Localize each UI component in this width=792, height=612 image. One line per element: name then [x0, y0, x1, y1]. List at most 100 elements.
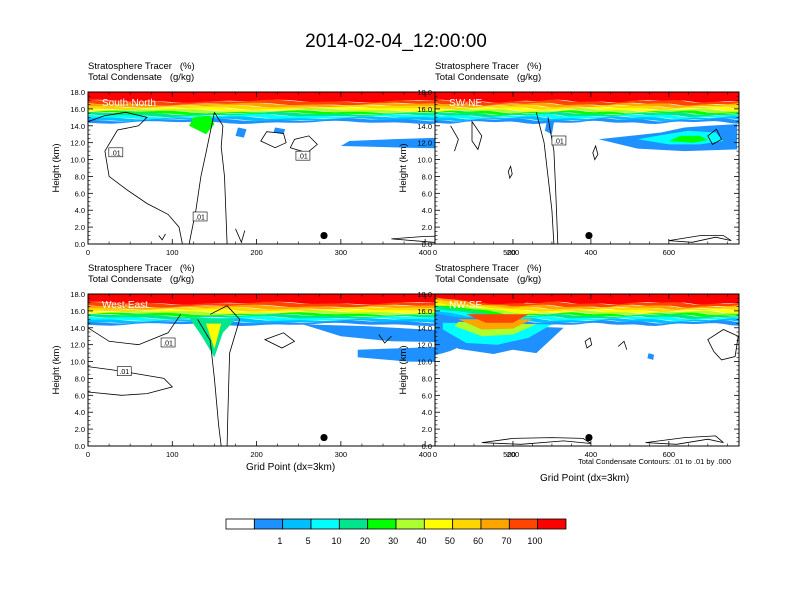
- tracer-band: [88, 308, 560, 314]
- tracer-band: [435, 298, 739, 324]
- contour-label: .01: [554, 138, 564, 145]
- colorbar-swatch: [282, 518, 312, 530]
- x-tick-label: 200: [507, 450, 520, 459]
- x-axis-title-left: Grid Point (dx=3km): [246, 462, 336, 473]
- colorbar-swatch: [367, 518, 397, 530]
- contour-footnote: Total Condensate Contours: .01 to .01 by…: [578, 457, 732, 466]
- condensate-contour: [707, 128, 723, 145]
- contour-label-box: [295, 150, 311, 161]
- colorbar-swatch: [452, 518, 482, 530]
- x-tick-label: 100: [166, 450, 179, 459]
- y-tick-label: 16.0: [417, 307, 432, 316]
- colorbar-label: 30: [388, 536, 398, 546]
- y-tick-label: 10.0: [70, 156, 85, 165]
- y-tick-label: 4.0: [422, 408, 432, 417]
- condensate-contour: [158, 233, 166, 241]
- condensate-contour: [378, 334, 392, 344]
- panel-heading-nw-se: Stratosphere Tracer (%) Total Condensate…: [435, 263, 542, 285]
- y-tick-label: 2.0: [75, 223, 85, 232]
- tracer-intrusion: [235, 127, 247, 138]
- panel-name: NW-SE: [449, 300, 482, 311]
- condensate-contour: [88, 111, 183, 244]
- y-tick-label: 18.0: [417, 88, 432, 97]
- heading-line1: Stratosphere Tracer (%): [88, 61, 195, 72]
- condensate-contour: [592, 144, 599, 161]
- condensate-contour: [617, 340, 628, 350]
- heading-line1: Stratosphere Tracer (%): [435, 61, 542, 72]
- colorbar-label: 100: [527, 536, 542, 546]
- x-tick-label: 400: [585, 450, 598, 459]
- heading-line2: Total Condensate (g/kg): [88, 274, 195, 285]
- y-tick-label: 18.0: [417, 290, 432, 299]
- tracer-intrusion: [466, 314, 529, 323]
- colorbar-swatch: [310, 518, 340, 530]
- condensate-contour: [668, 235, 732, 243]
- colorbar-swatch: [480, 518, 510, 530]
- tracer-band: [435, 108, 739, 114]
- colorbar-swatch: [253, 518, 284, 530]
- panel-name: SW-NE: [449, 98, 482, 109]
- condensate-contour: [645, 435, 724, 445]
- tracer-band: [435, 294, 739, 321]
- heading-line2: Total Condensate (g/kg): [88, 72, 195, 83]
- condensate-contour: [260, 131, 287, 149]
- x-axis-title-right: Grid Point (dx=3km): [540, 473, 630, 484]
- condensate-contour: [450, 125, 459, 152]
- tracer-band: [435, 110, 739, 116]
- tracer-band: [88, 106, 560, 112]
- condensate-contour: [88, 366, 174, 396]
- tracer-band: [435, 102, 739, 108]
- y-tick-label: 0.0: [75, 442, 85, 451]
- y-tick-label: 0.0: [422, 240, 432, 249]
- y-tick-label: 10.0: [70, 358, 85, 367]
- tracer-band: [435, 111, 739, 118]
- plot-area: .01: [435, 92, 739, 244]
- condensate-contour: [88, 314, 182, 346]
- location-marker: [320, 433, 328, 442]
- y-tick-label: 14.0: [417, 122, 432, 131]
- tracer-band: [88, 108, 560, 114]
- condensate-contour: [481, 437, 592, 445]
- x-tick-label: 100: [166, 248, 179, 257]
- colorbar-label: 40: [416, 536, 426, 546]
- x-tick-label: 600: [663, 248, 676, 257]
- x-tick-label: 200: [250, 450, 263, 459]
- y-tick-label: 4.0: [75, 206, 85, 215]
- contour-label-box: [551, 135, 567, 146]
- tracer-intrusion: [189, 115, 215, 135]
- colorbar-label: 10: [331, 536, 341, 546]
- y-tick-label: 6.0: [75, 391, 85, 400]
- contour-label-box: [116, 366, 132, 376]
- y-tick-label: 8.0: [422, 172, 432, 181]
- x-tick-label: 500: [503, 248, 516, 257]
- y-tick-label: 16.0: [70, 105, 85, 114]
- colorbar-swatch: [395, 518, 425, 530]
- location-marker: [585, 231, 593, 240]
- tracer-band: [88, 310, 560, 316]
- x-tick-label: 0: [433, 248, 437, 257]
- y-tick-label: 2.0: [422, 425, 432, 434]
- colorbar-swatch: [537, 518, 567, 530]
- y-tick-label: 2.0: [75, 425, 85, 434]
- tracer-intrusion: [647, 353, 654, 360]
- condensate-contour: [471, 120, 483, 151]
- x-tick-label: 300: [335, 450, 348, 459]
- y-tick-label: 2.0: [422, 223, 432, 232]
- x-tick-label: 200: [250, 248, 263, 257]
- condensate-contour: [507, 165, 513, 180]
- panel-heading-west-east: Stratosphere Tracer (%) Total Condensate…: [88, 263, 195, 285]
- condensate-contour: [584, 337, 593, 349]
- colorbar: 1 5 10 20 30 40 50 60 70 100: [225, 518, 567, 546]
- y-tick-label: 12.0: [417, 341, 432, 350]
- y-axis-title: Height (km): [398, 345, 409, 394]
- y-tick-label: 0.0: [75, 240, 85, 249]
- colorbar-label: 20: [360, 536, 370, 546]
- panel-sw-ne: .01 SW-NE 0.0 2.0 4.0 6.0 8.0 10.0 12.0 14.0 16.0 1…: [398, 88, 740, 257]
- y-tick-label: 6.0: [75, 189, 85, 198]
- heading-line2: Total Condensate (g/kg): [435, 274, 542, 285]
- y-tick-label: 12.0: [70, 341, 85, 350]
- y-tick-label: 16.0: [417, 105, 432, 114]
- colorbar-label: 70: [501, 536, 511, 546]
- tracer-band: [435, 99, 739, 106]
- contour-label: .01: [163, 340, 173, 347]
